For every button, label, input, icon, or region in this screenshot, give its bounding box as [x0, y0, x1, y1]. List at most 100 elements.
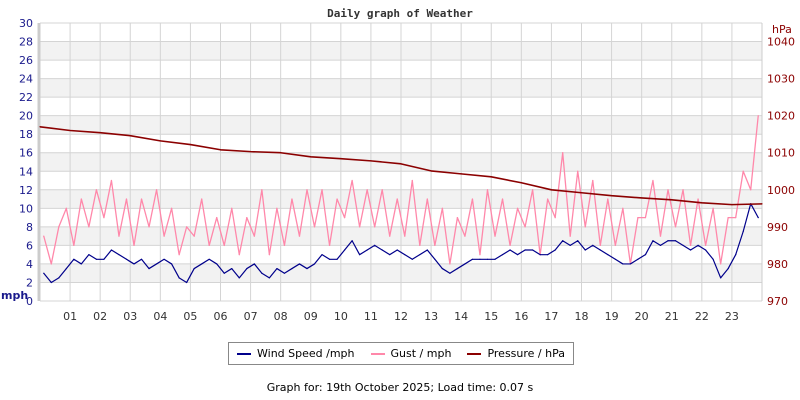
x-tick-label: 16: [514, 310, 528, 323]
gust-point: [133, 244, 135, 246]
wind-point: [599, 249, 601, 251]
right-tick-label: 1020: [767, 110, 795, 123]
gust-point: [644, 217, 647, 219]
wind-point: [396, 249, 398, 251]
left-tick-label: 10: [19, 202, 33, 215]
right-tick-label: 1000: [767, 184, 795, 197]
gust-point: [501, 198, 504, 200]
wind-point: [757, 217, 759, 219]
pressure-point: [249, 151, 252, 153]
wind-point: [577, 240, 579, 242]
left-tick-label: 18: [19, 128, 33, 141]
gust-point: [727, 217, 729, 219]
wind-point: [712, 258, 714, 260]
wind-point: [246, 267, 248, 270]
gust-point: [441, 207, 443, 209]
wind-point: [148, 267, 150, 270]
right-axis-label: hPa: [772, 23, 792, 36]
wind-point: [103, 258, 105, 260]
gust-point: [562, 152, 564, 154]
gust-point: [449, 263, 451, 265]
gust-point: [223, 244, 225, 246]
wind-point: [389, 254, 391, 256]
gust-point: [58, 226, 60, 228]
gust-point: [261, 189, 263, 191]
wind-point: [208, 258, 210, 260]
wind-point: [186, 281, 188, 284]
pressure-point: [400, 163, 402, 165]
x-tick-label: 22: [695, 310, 709, 323]
wind-point: [336, 258, 338, 260]
gust-point: [742, 170, 744, 172]
x-tick-label: 03: [123, 310, 137, 323]
gust-point: [103, 217, 105, 219]
gust-point: [313, 226, 316, 228]
wind-point: [381, 249, 383, 251]
wind-point: [554, 249, 556, 251]
gust-point: [434, 244, 436, 246]
gust-point: [351, 179, 353, 182]
gust-point: [389, 235, 391, 237]
pressure-point: [69, 129, 71, 132]
wind-point: [735, 254, 737, 256]
pressure-point: [430, 170, 432, 172]
pressure-swatch: [467, 353, 482, 355]
wind-point: [629, 263, 631, 265]
gust-point: [208, 244, 210, 246]
gust-point: [689, 244, 692, 246]
wind-point: [562, 240, 564, 242]
wind-point: [343, 249, 346, 251]
gust-point: [456, 217, 459, 219]
pressure-point: [580, 192, 583, 194]
gust-point: [73, 244, 75, 246]
gust-point: [336, 198, 338, 200]
wind-point: [720, 277, 722, 279]
gust-point: [524, 226, 526, 228]
gust-point: [298, 235, 301, 237]
wind-point: [547, 254, 549, 256]
gust-point: [328, 244, 331, 246]
gust-point: [110, 179, 113, 182]
x-tick-label: 09: [304, 310, 318, 323]
gust-point: [193, 235, 195, 237]
wind-point: [155, 263, 158, 265]
pressure-point: [189, 143, 192, 146]
gust-point: [253, 235, 255, 237]
left-tick-label: 4: [26, 258, 33, 271]
wind-point: [313, 263, 316, 265]
wind-point: [65, 267, 67, 270]
wind-point: [592, 244, 594, 246]
wind-point: [298, 263, 301, 265]
wind-point: [88, 254, 90, 256]
legend-item-gust: Gust / mph: [370, 347, 452, 360]
wind-point: [43, 272, 45, 274]
wind-point: [253, 263, 255, 265]
wind-point: [268, 277, 270, 279]
wind-point: [283, 272, 286, 274]
legend-item-pressure: Pressure / hPa: [467, 347, 565, 360]
wind-point: [509, 249, 511, 251]
gust-point: [735, 217, 737, 219]
pressure-point: [761, 203, 763, 205]
x-tick-label: 06: [214, 310, 228, 323]
right-tick-label: 1030: [767, 73, 795, 86]
wind-point: [118, 254, 120, 256]
gust-point: [697, 198, 699, 200]
legend-label-gust: Gust / mph: [390, 347, 452, 360]
gust-point: [291, 198, 293, 200]
x-tick-label: 20: [635, 310, 649, 323]
gust-point: [532, 189, 534, 191]
wind-point: [742, 230, 744, 233]
wind-point: [125, 258, 128, 260]
wind-point: [449, 272, 451, 274]
left-tick-label: 2: [26, 276, 33, 289]
wind-point: [516, 254, 519, 256]
gust-point: [216, 217, 218, 219]
gust-point: [155, 189, 158, 191]
wind-point: [622, 263, 624, 265]
left-tick-label: 0: [26, 295, 33, 308]
gust-point: [652, 179, 654, 182]
left-tick-label: 16: [19, 147, 33, 160]
gust-point: [201, 198, 203, 200]
pressure-point: [39, 126, 41, 128]
